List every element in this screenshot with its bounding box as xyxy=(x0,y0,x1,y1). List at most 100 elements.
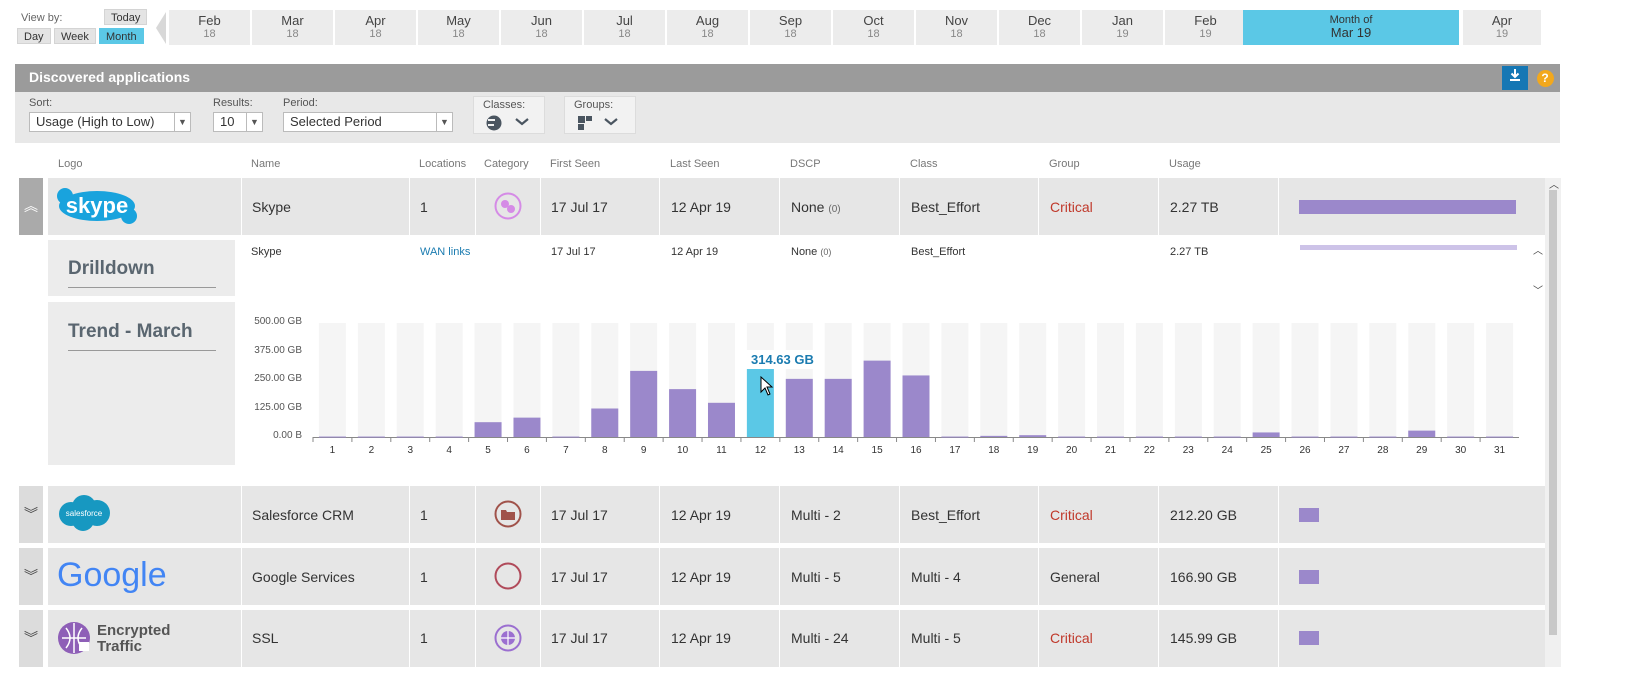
trend-bar[interactable] xyxy=(669,389,697,437)
groups-icon xyxy=(578,116,618,130)
expand-row-button[interactable]: ︾ xyxy=(19,610,43,667)
wan-links-link[interactable]: WAN links xyxy=(420,246,471,258)
trend-bar[interactable] xyxy=(980,435,1008,437)
category-icon-business xyxy=(494,500,522,533)
today-button[interactable]: Today xyxy=(104,9,148,25)
main-scroll-thumb[interactable] xyxy=(1549,190,1557,635)
column-divider xyxy=(1038,548,1039,605)
trend-bar[interactable] xyxy=(591,408,619,438)
app-name[interactable]: SSL xyxy=(252,630,279,646)
year-label: 18 xyxy=(286,28,299,40)
timeline-prev-arrow[interactable] xyxy=(156,12,166,44)
bar-background xyxy=(474,323,502,437)
trend-bar[interactable] xyxy=(1486,436,1514,438)
col-locations: Locations xyxy=(419,158,467,170)
app-name[interactable]: Salesforce CRM xyxy=(252,507,354,523)
timeline-month[interactable]: Jun 18 xyxy=(501,10,582,45)
help-button[interactable]: ? xyxy=(1532,66,1558,90)
app-name[interactable]: Google Services xyxy=(252,569,355,585)
chevron-down-icon: ︾ xyxy=(24,630,38,646)
column-divider xyxy=(409,548,410,605)
timeline-month[interactable]: Feb 19 xyxy=(1165,10,1246,45)
trend-bar[interactable] xyxy=(396,436,424,438)
x-tick-label: 5 xyxy=(485,445,491,456)
trend-bar[interactable] xyxy=(1330,436,1358,438)
timeline-month-selected[interactable]: Month of Mar 19 xyxy=(1243,10,1459,45)
timeline-month[interactable]: Jul 18 xyxy=(584,10,665,45)
trend-bar[interactable] xyxy=(707,402,735,437)
expand-row-button[interactable]: ︾ xyxy=(19,548,43,605)
timeline-month[interactable]: May 18 xyxy=(418,10,499,45)
sort-label: Sort: xyxy=(29,97,53,109)
timeline-month[interactable]: Nov 18 xyxy=(916,10,997,45)
filter-bar xyxy=(15,92,1560,143)
salesforce-logo: salesforce xyxy=(57,494,111,537)
trend-bar[interactable] xyxy=(318,436,346,438)
trend-bar[interactable] xyxy=(746,365,774,437)
trend-bar[interactable] xyxy=(824,378,852,437)
timeline-month[interactable]: Oct 18 xyxy=(833,10,914,45)
bar-background xyxy=(1019,323,1047,437)
trend-bar[interactable] xyxy=(552,436,580,438)
app-name[interactable]: Skype xyxy=(252,199,291,215)
timeline-month[interactable]: Apr 18 xyxy=(335,10,416,45)
column-divider xyxy=(779,178,780,235)
trend-bar[interactable] xyxy=(1097,436,1125,438)
divider xyxy=(68,350,216,351)
column-divider xyxy=(899,548,900,605)
trend-bar[interactable] xyxy=(902,375,930,437)
timeline-month[interactable]: Aug 18 xyxy=(667,10,748,45)
trend-bar[interactable] xyxy=(513,417,541,437)
trend-bar[interactable] xyxy=(1213,436,1241,438)
timeline-month[interactable]: Jan 19 xyxy=(1082,10,1163,45)
app-last-seen: 12 Apr 19 xyxy=(671,507,731,523)
year-label: Mar 19 xyxy=(1330,25,1372,40)
trend-bar[interactable] xyxy=(1447,436,1475,438)
timeline-month[interactable]: Apr 19 xyxy=(1463,10,1541,45)
main-scroll-up[interactable]: ︿ xyxy=(1549,180,1559,191)
column-divider xyxy=(475,610,476,667)
timeline-month[interactable]: Dec 18 xyxy=(999,10,1080,45)
drilldown-scroll-up[interactable]: ︿ xyxy=(1533,246,1543,257)
view-week-button[interactable]: Week xyxy=(54,28,96,44)
year-label: 18 xyxy=(369,28,382,40)
svg-text:Google: Google xyxy=(57,556,167,594)
sort-select[interactable]: Usage (High to Low) ▼ xyxy=(29,112,191,132)
classes-filter[interactable] xyxy=(473,96,545,134)
trend-bar[interactable] xyxy=(785,378,813,437)
trend-bar[interactable] xyxy=(435,436,463,438)
column-divider xyxy=(475,486,476,543)
trend-bar[interactable] xyxy=(1058,436,1086,438)
download-button[interactable] xyxy=(1502,66,1528,90)
drilldown-last-seen: 12 Apr 19 xyxy=(671,246,719,258)
groups-filter[interactable] xyxy=(564,96,636,134)
trend-bar[interactable] xyxy=(1291,436,1319,438)
trend-bar[interactable] xyxy=(1135,436,1163,438)
expand-row-button[interactable]: ︾ xyxy=(19,486,43,543)
trend-bar[interactable] xyxy=(1252,432,1280,437)
trend-bar[interactable] xyxy=(863,360,891,437)
trend-bar[interactable] xyxy=(1019,435,1047,437)
year-label: 19 xyxy=(1495,28,1509,40)
trend-bar[interactable] xyxy=(630,370,658,437)
trend-bar[interactable] xyxy=(941,436,969,438)
timeline-month[interactable]: Sep 18 xyxy=(750,10,831,45)
month-label: Month of xyxy=(1329,14,1373,26)
trend-bar[interactable] xyxy=(1369,436,1397,438)
drilldown-scroll-down[interactable]: ﹀ xyxy=(1533,286,1543,297)
bar-background xyxy=(357,323,385,437)
column-divider xyxy=(241,548,242,605)
column-divider xyxy=(659,610,660,667)
results-select[interactable]: 10 ▼ xyxy=(213,112,263,132)
trend-bar[interactable] xyxy=(1174,436,1202,438)
trend-bar[interactable] xyxy=(357,436,385,438)
timeline-month[interactable]: Mar 18 xyxy=(252,10,333,45)
month-label: Jan xyxy=(1112,13,1133,28)
collapse-row-button[interactable]: ︽ xyxy=(19,178,43,235)
view-day-button[interactable]: Day xyxy=(17,28,51,44)
view-month-button[interactable]: Month xyxy=(99,28,144,44)
timeline-month[interactable]: Feb 18 xyxy=(169,10,250,45)
period-select[interactable]: Selected Period ▼ xyxy=(283,112,453,132)
trend-bar[interactable] xyxy=(1408,430,1436,437)
trend-bar[interactable] xyxy=(474,422,502,437)
